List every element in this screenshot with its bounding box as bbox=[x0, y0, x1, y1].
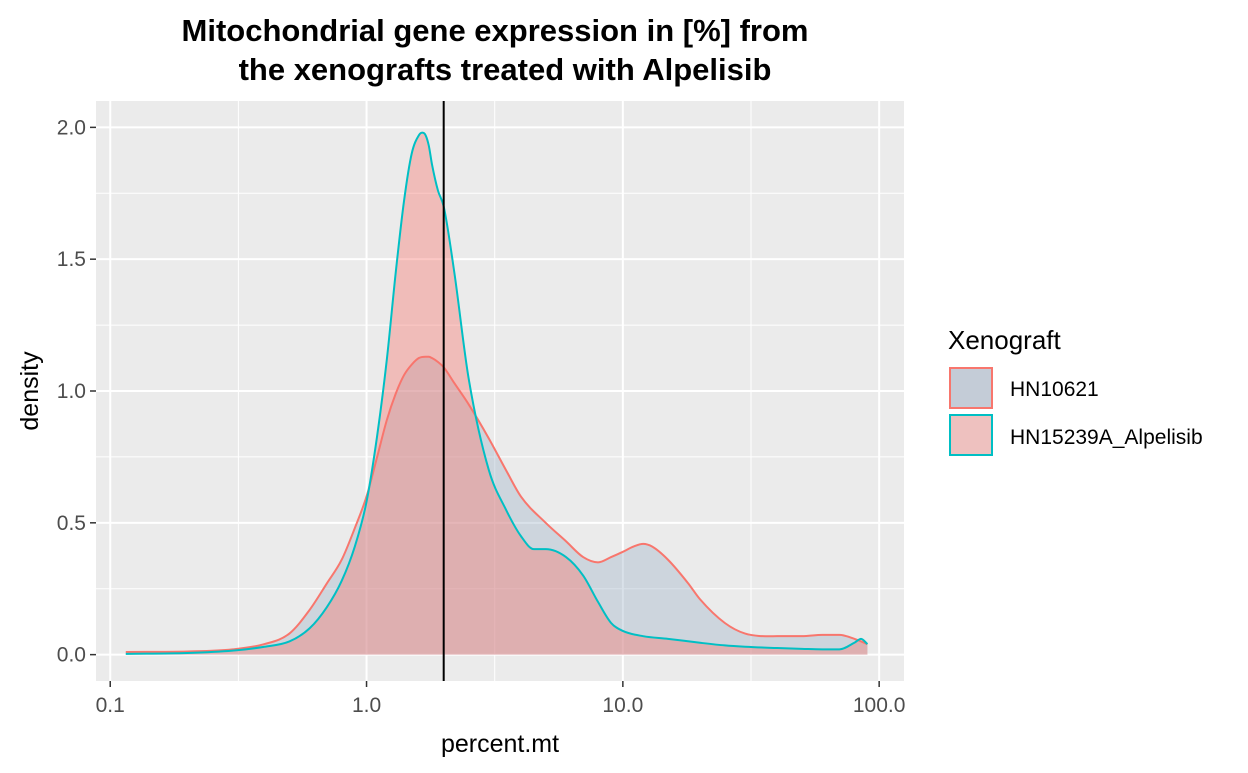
density-area-hn15239a-alpelisib bbox=[125, 132, 868, 655]
density-line-hn10621 bbox=[125, 355, 868, 653]
y-tick-label: 0.0 bbox=[57, 644, 86, 667]
density-area-hn10621 bbox=[125, 356, 868, 655]
legend-title: Xenograft bbox=[948, 325, 1062, 355]
legend-key-hn15239a-alpelisib bbox=[949, 414, 993, 456]
legend-label-hn15239a-alpelisib: HN15239A_Alpelisib bbox=[1010, 426, 1203, 449]
y-tick-label: 0.5 bbox=[57, 512, 86, 535]
x-tick-label: 100.0 bbox=[853, 694, 906, 717]
density-line-hn15239a-alpelisib bbox=[125, 131, 869, 655]
axis-layer: 0.0 0.5 1.0 1.5 2.0 0.1 1.0 10.0 100.0 bbox=[57, 116, 906, 717]
legend: Xenograft HN10621 HN15239A_Alpelisib bbox=[948, 325, 1203, 456]
y-tick-label: 1.5 bbox=[57, 248, 86, 271]
grid-layer bbox=[96, 101, 904, 681]
y-tick-label: 2.0 bbox=[57, 116, 86, 139]
y-axis-title: density bbox=[16, 351, 44, 431]
x-tick-label: 1.0 bbox=[352, 694, 381, 717]
chart-title-line-2: the xenografts treated with Alpelisib bbox=[239, 52, 772, 87]
legend-key-hn10621 bbox=[949, 367, 993, 409]
x-tick-label: 10.0 bbox=[602, 694, 643, 717]
x-tick-label: 0.1 bbox=[96, 694, 125, 717]
series-layer bbox=[125, 101, 869, 681]
legend-label-hn10621: HN10621 bbox=[1010, 378, 1099, 401]
y-tick-label: 1.0 bbox=[57, 380, 86, 403]
chart-title-line-1: Mitochondrial gene expression in [%] fro… bbox=[182, 13, 809, 48]
x-axis-title: percent.mt bbox=[441, 730, 559, 758]
